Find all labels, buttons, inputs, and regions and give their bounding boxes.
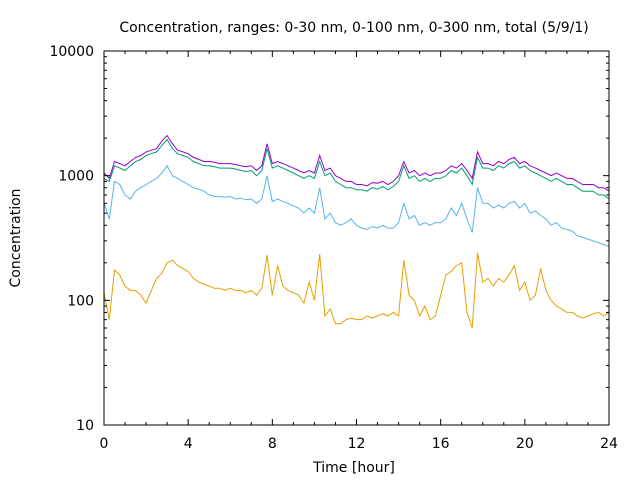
series-line-1 (103, 134, 610, 192)
y-tick-label: 1000 (58, 169, 94, 185)
y-axis: 10 100 1000 10000 (49, 44, 609, 434)
chart-title: Concentration, ranges: 0-30 nm, 0-100 nm… (119, 20, 588, 36)
y-tick-label: 100 (67, 293, 94, 309)
y-tick-label: 10 (76, 418, 94, 434)
series-line-3 (103, 164, 610, 248)
x-tick-label: 12 (348, 436, 366, 452)
x-tick-label: 4 (184, 436, 193, 452)
x-tick-label: 20 (516, 436, 534, 452)
y-tick-label: 10000 (49, 44, 94, 60)
x-tick-label: 24 (600, 436, 618, 452)
x-tick-label: 8 (268, 436, 277, 452)
x-axis: 0 4 8 12 16 20 24 (100, 51, 618, 452)
y-axis-label: Concentration (8, 188, 24, 287)
x-tick-label: 0 (100, 436, 109, 452)
series-group (103, 134, 610, 329)
plot-frame (103, 50, 610, 426)
series-line-4 (103, 252, 610, 329)
series-line-2 (103, 138, 610, 200)
x-tick-label: 16 (432, 436, 450, 452)
x-axis-label: Time [hour] (312, 460, 395, 476)
